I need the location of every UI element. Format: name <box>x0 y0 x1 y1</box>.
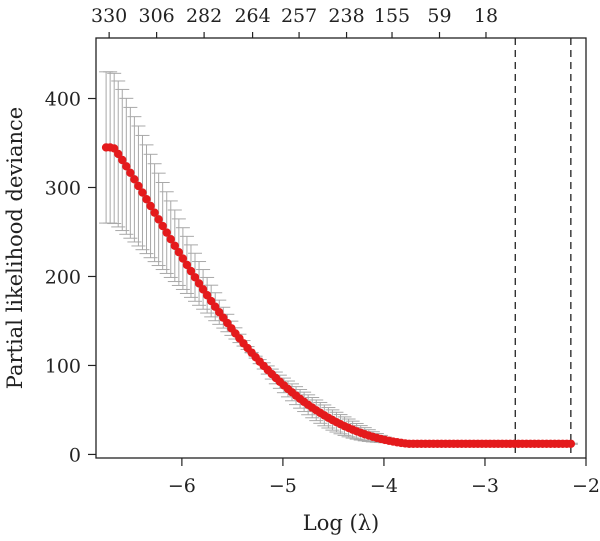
data-point <box>134 181 143 191</box>
data-point <box>138 188 147 197</box>
data-point <box>182 260 192 270</box>
y-tick-label: 0 <box>69 444 81 466</box>
data-point <box>194 279 204 288</box>
top-tick-label: 238 <box>328 5 364 27</box>
x-tick-label: −5 <box>269 475 297 497</box>
y-tick-label: 200 <box>45 266 81 288</box>
top-tick-label: 264 <box>234 5 270 27</box>
data-point <box>114 149 123 159</box>
top-tick-label: 155 <box>374 5 410 27</box>
x-axis-title: Log (λ) <box>303 511 379 535</box>
y-tick-label: 100 <box>45 355 81 377</box>
x-tick-label: −6 <box>168 475 196 497</box>
top-tick-label: 330 <box>91 5 127 27</box>
data-point <box>158 221 167 231</box>
x-tick-label: −2 <box>572 475 600 497</box>
data-points-layer <box>101 143 576 448</box>
axes-layer: −6 −5 −4 −3 −2 0 100 200 300 400 330 306 282 264 257 23… <box>45 5 600 497</box>
data-point <box>146 201 155 211</box>
plot-frame <box>95 37 587 459</box>
data-point <box>118 155 127 165</box>
y-tick-label: 300 <box>45 177 81 199</box>
y-tick-label: 400 <box>45 89 81 111</box>
data-point <box>190 273 200 282</box>
data-point <box>170 241 180 250</box>
data-point <box>166 234 175 244</box>
top-tick-label: 257 <box>281 5 317 27</box>
data-point <box>142 195 151 204</box>
top-tick-label: 306 <box>138 5 174 27</box>
data-point <box>130 175 139 184</box>
top-tick-label: 18 <box>474 5 498 27</box>
top-tick-label: 282 <box>186 5 222 27</box>
reference-lines-layer <box>514 38 572 458</box>
top-tick-label: 59 <box>427 5 451 27</box>
data-point <box>198 285 208 294</box>
x-tick-label: −3 <box>471 475 499 497</box>
error-bars-layer <box>99 71 578 445</box>
x-tick-label: −4 <box>370 475 398 497</box>
y-axis-title: Partial likelihood deviance <box>3 107 27 389</box>
data-point <box>150 208 159 217</box>
data-point <box>162 228 171 237</box>
data-point <box>186 266 196 276</box>
data-point <box>126 168 135 178</box>
data-point <box>154 215 163 224</box>
data-point <box>122 162 131 171</box>
data-point <box>178 254 188 263</box>
data-point <box>174 247 184 257</box>
data-point <box>566 439 576 448</box>
